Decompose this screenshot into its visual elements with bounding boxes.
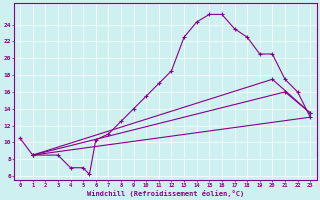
X-axis label: Windchill (Refroidissement éolien,°C): Windchill (Refroidissement éolien,°C) — [86, 190, 244, 197]
